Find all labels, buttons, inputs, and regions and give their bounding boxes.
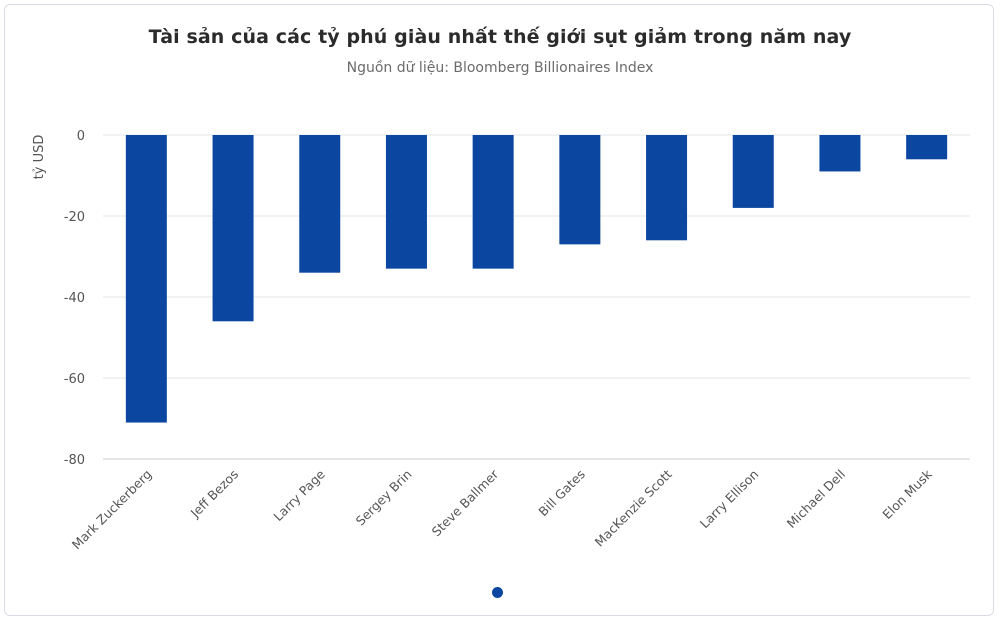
bar[interactable] bbox=[212, 135, 254, 322]
x-tick-label: Steve Ballmer bbox=[429, 466, 502, 539]
x-tick-label: Mark Zuckerberg bbox=[69, 467, 155, 553]
x-tick-label: Larry Page bbox=[270, 466, 328, 524]
chart-subtitle: Nguồn dữ liệu: Bloomberg Billionaires In… bbox=[346, 60, 654, 76]
bar[interactable] bbox=[125, 135, 167, 423]
bar[interactable] bbox=[732, 135, 774, 208]
x-tick-label: Michael Dell bbox=[784, 467, 848, 531]
bar[interactable] bbox=[385, 135, 427, 269]
x-tick-label: Larry Ellison bbox=[697, 467, 762, 532]
x-tick-label: MacKenzie Scott bbox=[592, 466, 675, 549]
x-tick-label: Sergey Brin bbox=[353, 467, 415, 529]
bar[interactable] bbox=[646, 135, 688, 241]
y-tick-label: -40 bbox=[64, 291, 85, 306]
y-axis-label: tỷ USD bbox=[32, 135, 47, 180]
x-tick-label: Bill Gates bbox=[535, 467, 588, 520]
chart-title: Tài sản của các tỷ phú giàu nhất thế giớ… bbox=[148, 26, 852, 48]
x-tick-label: Elon Musk bbox=[879, 466, 935, 522]
bar[interactable] bbox=[819, 135, 861, 172]
chart-card bbox=[4, 4, 994, 616]
bar[interactable] bbox=[906, 135, 948, 160]
y-tick-label: -80 bbox=[64, 453, 85, 468]
x-tick-label: Jeff Bezos bbox=[187, 467, 241, 521]
y-tick-label: -20 bbox=[64, 210, 85, 225]
y-tick-label: -60 bbox=[64, 372, 85, 387]
bar[interactable] bbox=[299, 135, 341, 273]
carousel-dot[interactable] bbox=[492, 587, 503, 598]
bar[interactable] bbox=[559, 135, 601, 245]
bar[interactable] bbox=[472, 135, 514, 269]
y-tick-label: 0 bbox=[77, 129, 85, 144]
